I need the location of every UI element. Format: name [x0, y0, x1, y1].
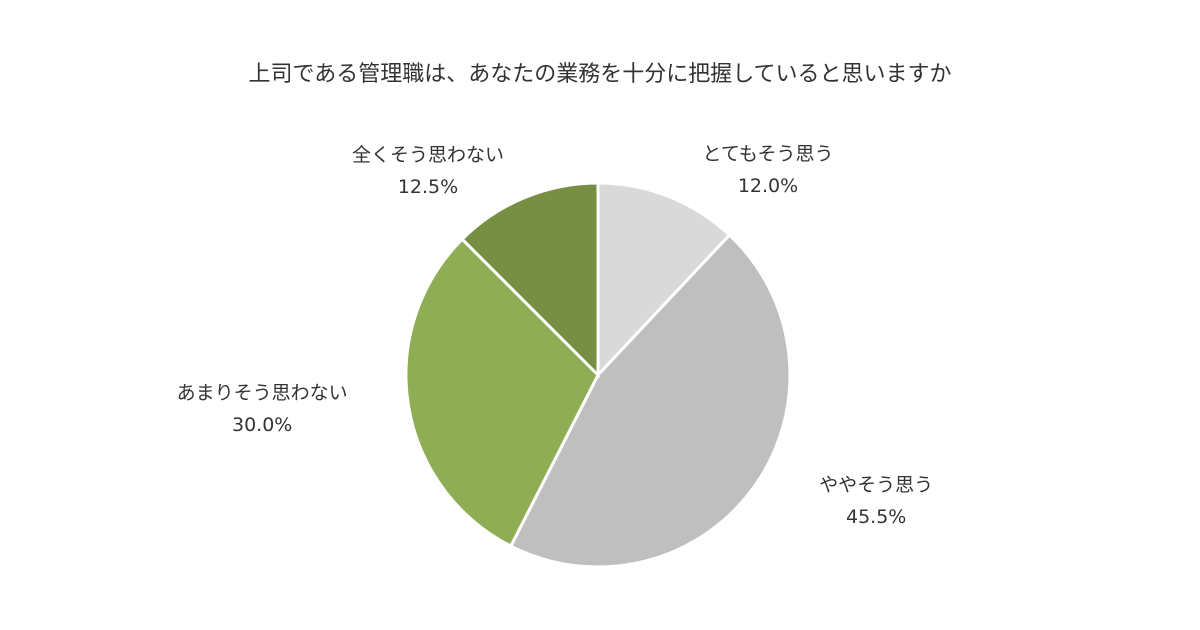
slice-label: ややそう思う [819, 474, 933, 496]
pie-slice [404, 237, 600, 549]
slice-value: 12.5% [398, 176, 458, 198]
slice-label: あまりそう思わない [177, 382, 348, 404]
slice-label: とてもそう思う [702, 143, 833, 165]
slice-value: 30.0% [232, 414, 292, 436]
slice-label: 全くそう思わない [352, 144, 504, 166]
pie-slice [508, 232, 792, 569]
chart-title: 上司である管理職は、あなたの業務を十分に把握していると思いますか [248, 62, 951, 87]
pie-slice [460, 181, 600, 379]
pie-slice [596, 181, 732, 379]
slice-value: 12.0% [738, 175, 798, 197]
slice-value: 45.5% [846, 506, 906, 528]
